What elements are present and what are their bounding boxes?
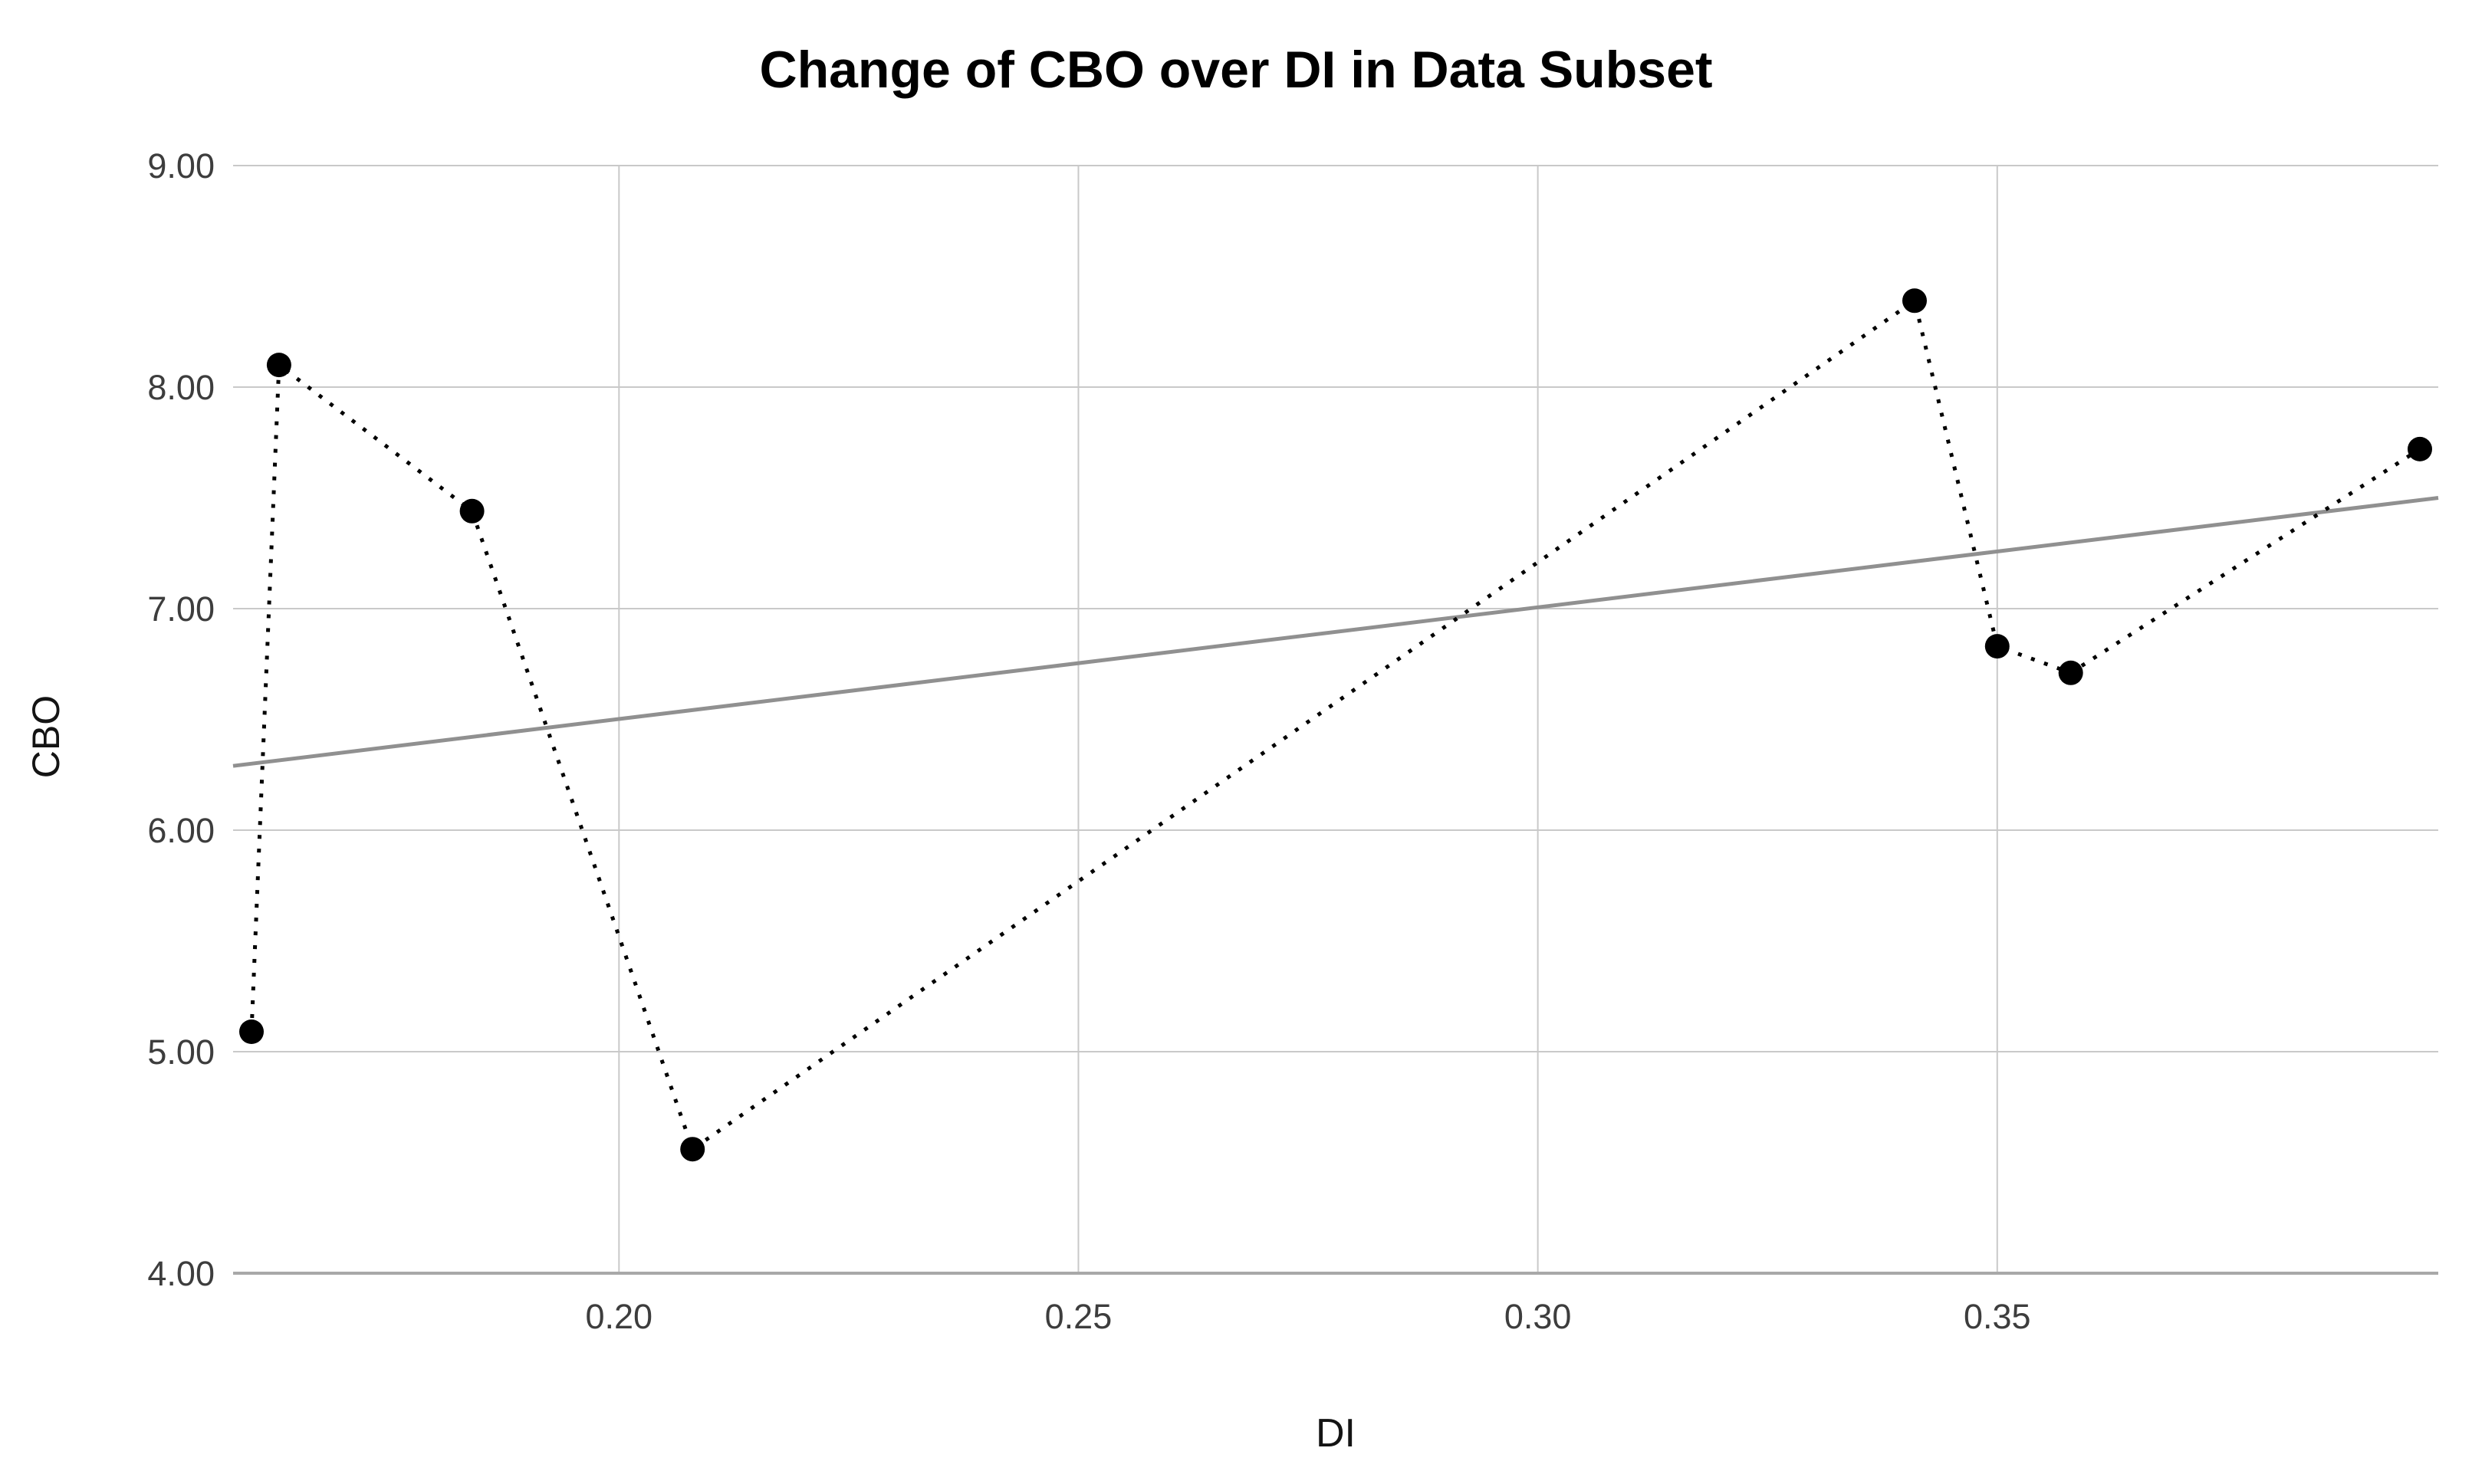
y-tick-label: 6.00 xyxy=(147,811,215,850)
chart-title: Change of CBO over DI in Data Subset xyxy=(759,41,1713,99)
x-tick-label: 0.35 xyxy=(1964,1297,2031,1336)
fit-line xyxy=(232,496,2439,768)
y-tick-label: 7.00 xyxy=(147,589,215,629)
x-tick-label: 0.20 xyxy=(586,1297,653,1336)
x-axis-title: DI xyxy=(1316,1411,1356,1456)
x-tick-label: 0.30 xyxy=(1504,1297,1572,1336)
y-tick-label: 5.00 xyxy=(147,1033,215,1072)
x-tick-label: 0.25 xyxy=(1045,1297,1113,1336)
data-point-marker xyxy=(1902,288,1927,314)
y-tick-label: 8.00 xyxy=(147,368,215,407)
y-tick-label: 4.00 xyxy=(147,1254,215,1293)
data-point-marker xyxy=(459,498,485,524)
data-point-marker xyxy=(239,1019,264,1044)
data-point-marker xyxy=(1984,634,2010,659)
data-point-marker xyxy=(266,353,291,378)
series-dotted-line xyxy=(249,297,2421,1153)
data-point-marker xyxy=(680,1137,705,1162)
data-point-marker xyxy=(2408,436,2432,461)
data-point-marker xyxy=(2058,660,2083,685)
y-tick-label: 9.00 xyxy=(147,146,215,186)
